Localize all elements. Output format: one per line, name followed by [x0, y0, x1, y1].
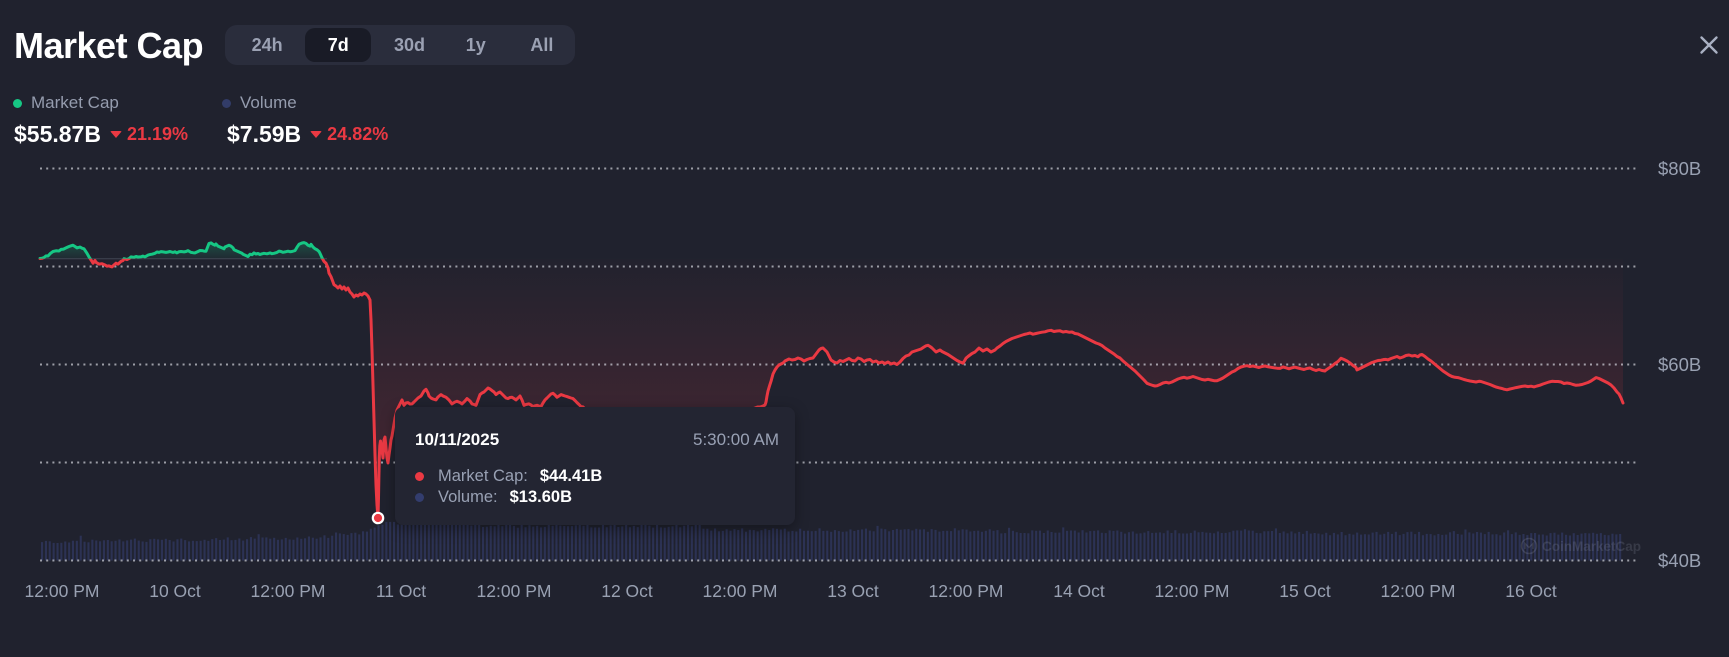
svg-text:12:00 PM: 12:00 PM	[25, 581, 100, 601]
svg-text:CoinMarketCap: CoinMarketCap	[1542, 539, 1641, 554]
svg-text:15 Oct: 15 Oct	[1279, 581, 1331, 601]
svg-text:13 Oct: 13 Oct	[827, 581, 879, 601]
svg-text:14 Oct: 14 Oct	[1053, 581, 1105, 601]
svg-text:11 Oct: 11 Oct	[376, 581, 426, 601]
svg-text:12 Oct: 12 Oct	[601, 581, 653, 601]
svg-text:12:00 PM: 12:00 PM	[1381, 581, 1456, 601]
svg-text:$80B: $80B	[1658, 158, 1701, 179]
svg-text:10 Oct: 10 Oct	[149, 581, 201, 601]
svg-text:$60B: $60B	[1658, 354, 1701, 375]
svg-text:12:00 PM: 12:00 PM	[703, 581, 778, 601]
svg-text:16 Oct: 16 Oct	[1505, 581, 1557, 601]
svg-text:12:00 PM: 12:00 PM	[251, 581, 326, 601]
svg-text:$40B: $40B	[1658, 550, 1701, 571]
svg-text:12:00 PM: 12:00 PM	[1155, 581, 1230, 601]
svg-text:12:00 PM: 12:00 PM	[477, 581, 552, 601]
svg-text:12:00 PM: 12:00 PM	[929, 581, 1004, 601]
